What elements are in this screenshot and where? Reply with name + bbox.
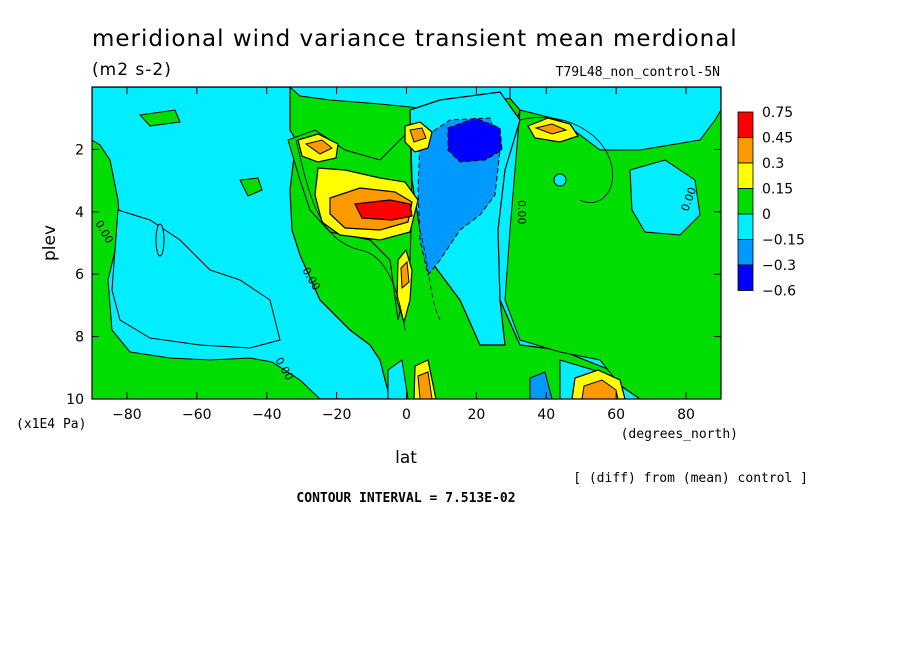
- chart-title: meridional wind variance transient mean …: [92, 26, 738, 52]
- region-bottom-50n-orange: [581, 379, 619, 399]
- x-tick-label: 0: [402, 407, 411, 423]
- x-tick-label: −60: [182, 407, 212, 423]
- legend-swatch: [737, 137, 754, 164]
- legend-label: −0.15: [762, 233, 805, 249]
- legend-swatch: [737, 188, 754, 215]
- y-tick-label: 4: [75, 205, 84, 221]
- legend-label: 0.3: [762, 156, 784, 172]
- chart-units: (m2 s-2): [92, 60, 172, 80]
- contour-label: 0.00: [515, 200, 528, 225]
- legend-swatch: [737, 264, 754, 291]
- region-small-green-a: [239, 177, 263, 197]
- x-tick-label: −20: [322, 407, 352, 423]
- contour-line-thin-b: [519, 117, 614, 203]
- contour-interval: CONTOUR INTERVAL = 7.513E-02: [296, 491, 515, 506]
- contour-line-dashed-a: [419, 229, 441, 321]
- legend-label: −0.6: [762, 284, 796, 300]
- x-tick-label: 60: [607, 407, 625, 423]
- x-axis: −80 −60 −40 −20 0 20 40 60 80: [112, 87, 695, 423]
- legend-label: 0.45: [762, 131, 793, 147]
- y-tick-label: 8: [75, 330, 84, 346]
- contour-field: [92, 87, 721, 399]
- x-tick-label: 80: [677, 407, 695, 423]
- color-legend: 0.75 0.45 0.3 0.15 0 −0.15 −0.3 −0.6: [737, 105, 805, 300]
- diff-note: [ (diff) from (mean) control ]: [573, 471, 808, 486]
- region-central-deep-blue: [447, 117, 503, 163]
- x-axis-unit: (degrees_north): [621, 427, 738, 442]
- legend-label: 0.15: [762, 182, 793, 198]
- region-lobe-38n-orange: [534, 123, 568, 135]
- region-eq-bottom-cyan: [387, 359, 409, 399]
- region-small-green-b: [138, 109, 181, 127]
- region-left-cyan-inner: [111, 209, 281, 349]
- region-main-positive-red: [354, 199, 413, 221]
- x-tick-label: −80: [112, 407, 142, 423]
- x-tick-label: 40: [537, 407, 555, 423]
- region-dot-b: [155, 223, 165, 257]
- region-eq-mid-orange: [400, 260, 410, 290]
- legend-label: 0: [762, 207, 771, 223]
- x-axis-label: lat: [395, 448, 417, 468]
- contour-line-thin-a: [295, 139, 406, 331]
- region-lobe-minus25-orange: [304, 139, 333, 155]
- x-tick-label: −40: [252, 407, 282, 423]
- y-tick-label: 2: [75, 142, 84, 158]
- x-tick-label: 20: [467, 407, 485, 423]
- legend-swatch: [737, 239, 754, 266]
- y-tick-label: 10: [66, 392, 84, 408]
- region-dot-a: [553, 173, 567, 187]
- legend-swatch: [737, 111, 754, 138]
- legend-swatch: [737, 213, 754, 240]
- region-right-cyan-patch: [629, 159, 701, 236]
- region-eq-bottom-orange: [417, 371, 433, 399]
- experiment-label: T79L48_non_control-5N: [556, 65, 720, 80]
- y-tick-label: 6: [75, 267, 84, 283]
- y-axis-label: plev: [40, 225, 60, 261]
- y-axis-unit: (x1E4 Pa): [16, 417, 86, 432]
- legend-label: −0.3: [762, 258, 796, 274]
- region-lobe-eq-top-orange: [409, 127, 427, 143]
- region-left-green-island: [92, 139, 321, 399]
- legend-label: 0.75: [762, 105, 793, 121]
- y-axis: 2 4 6 8 10: [66, 142, 721, 408]
- legend-swatch: [737, 162, 754, 189]
